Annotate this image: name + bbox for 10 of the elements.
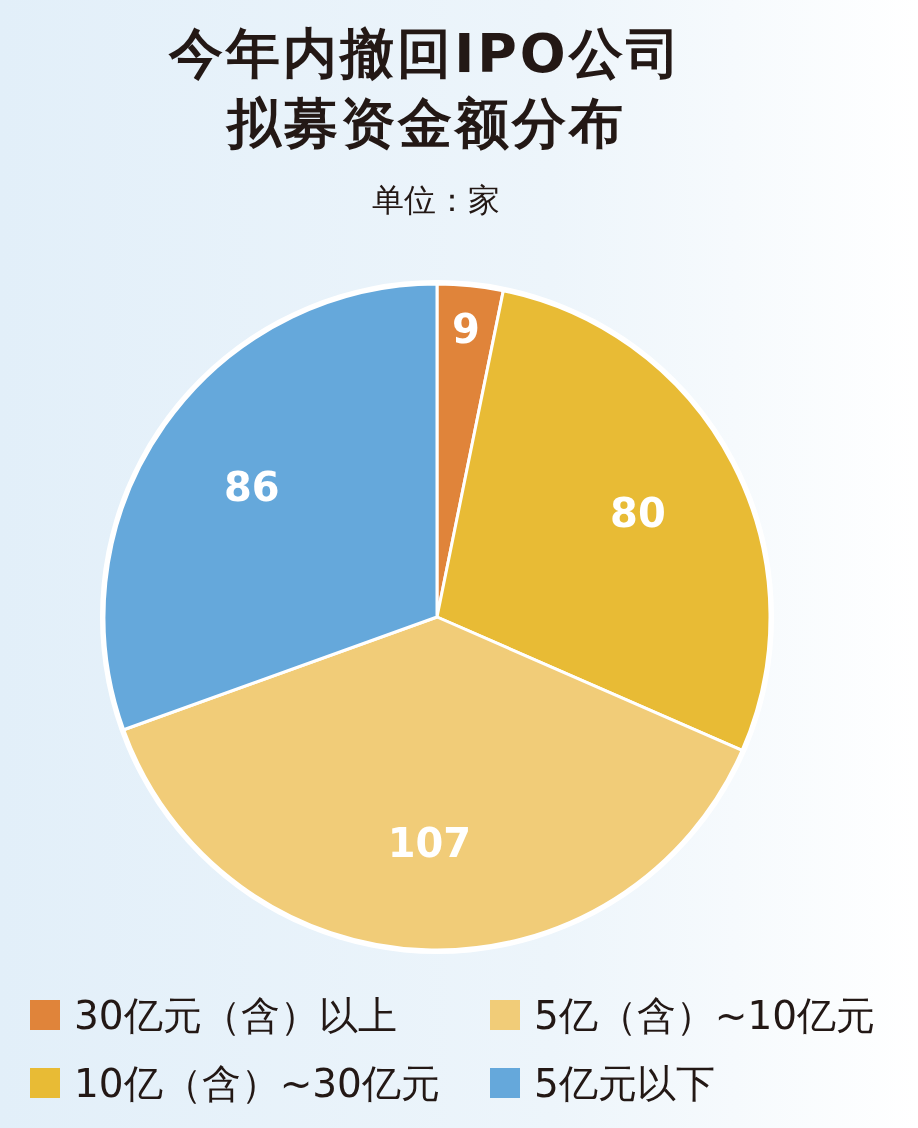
legend-label: 30亿元（含）以上	[74, 992, 397, 1038]
data-label: 9	[452, 305, 480, 352]
legend-label: 5亿（含）~10亿元	[534, 992, 876, 1038]
legend-label: 5亿元以下	[534, 1060, 715, 1106]
data-label: 86	[223, 463, 280, 510]
data-label: 107	[387, 820, 472, 867]
chart-subtitle: 单位：家	[372, 181, 500, 219]
legend-label: 10亿（含）~30亿元	[74, 1060, 440, 1106]
chart-title: 今年内撤回IPO公司拟募资金额分布	[168, 22, 683, 155]
data-label: 80	[610, 489, 666, 536]
